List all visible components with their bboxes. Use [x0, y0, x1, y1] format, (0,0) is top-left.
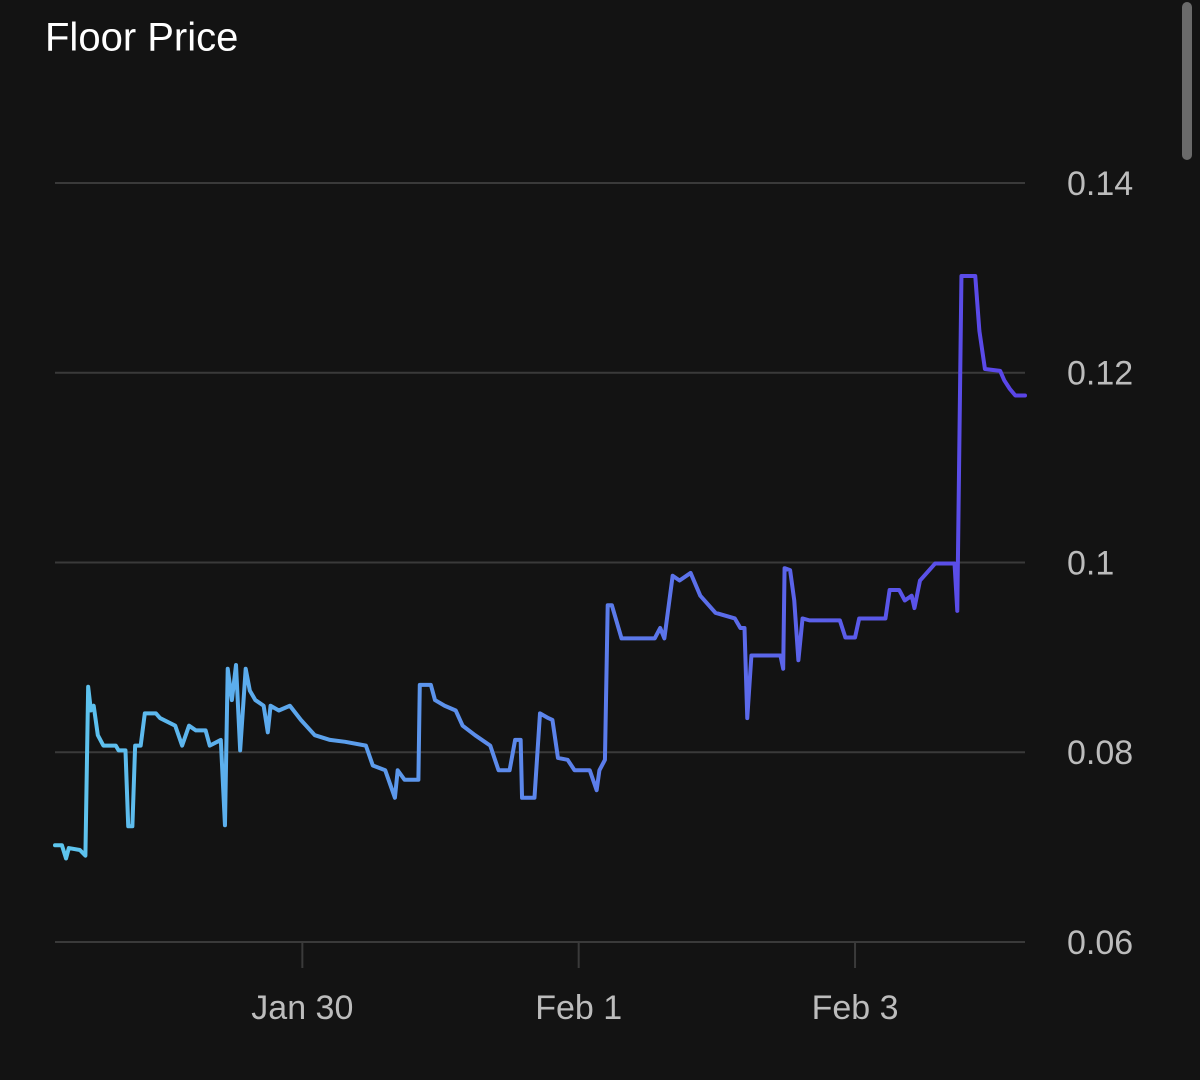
- scrollbar: [1182, 2, 1192, 160]
- x-tick-label: Jan 30: [251, 989, 353, 1027]
- price-line: [53, 273, 1027, 861]
- y-tick-label: 0.06: [1067, 924, 1133, 962]
- y-tick-label: 0.08: [1067, 734, 1133, 772]
- y-tick-label: 0.1: [1067, 544, 1114, 582]
- y-tick-label: 0.14: [1067, 165, 1133, 203]
- chart-title: Floor Price: [45, 16, 238, 60]
- y-tick-label: 0.12: [1067, 355, 1133, 393]
- x-tick-label: Feb 1: [535, 989, 622, 1027]
- x-tick-label: Feb 3: [812, 989, 899, 1027]
